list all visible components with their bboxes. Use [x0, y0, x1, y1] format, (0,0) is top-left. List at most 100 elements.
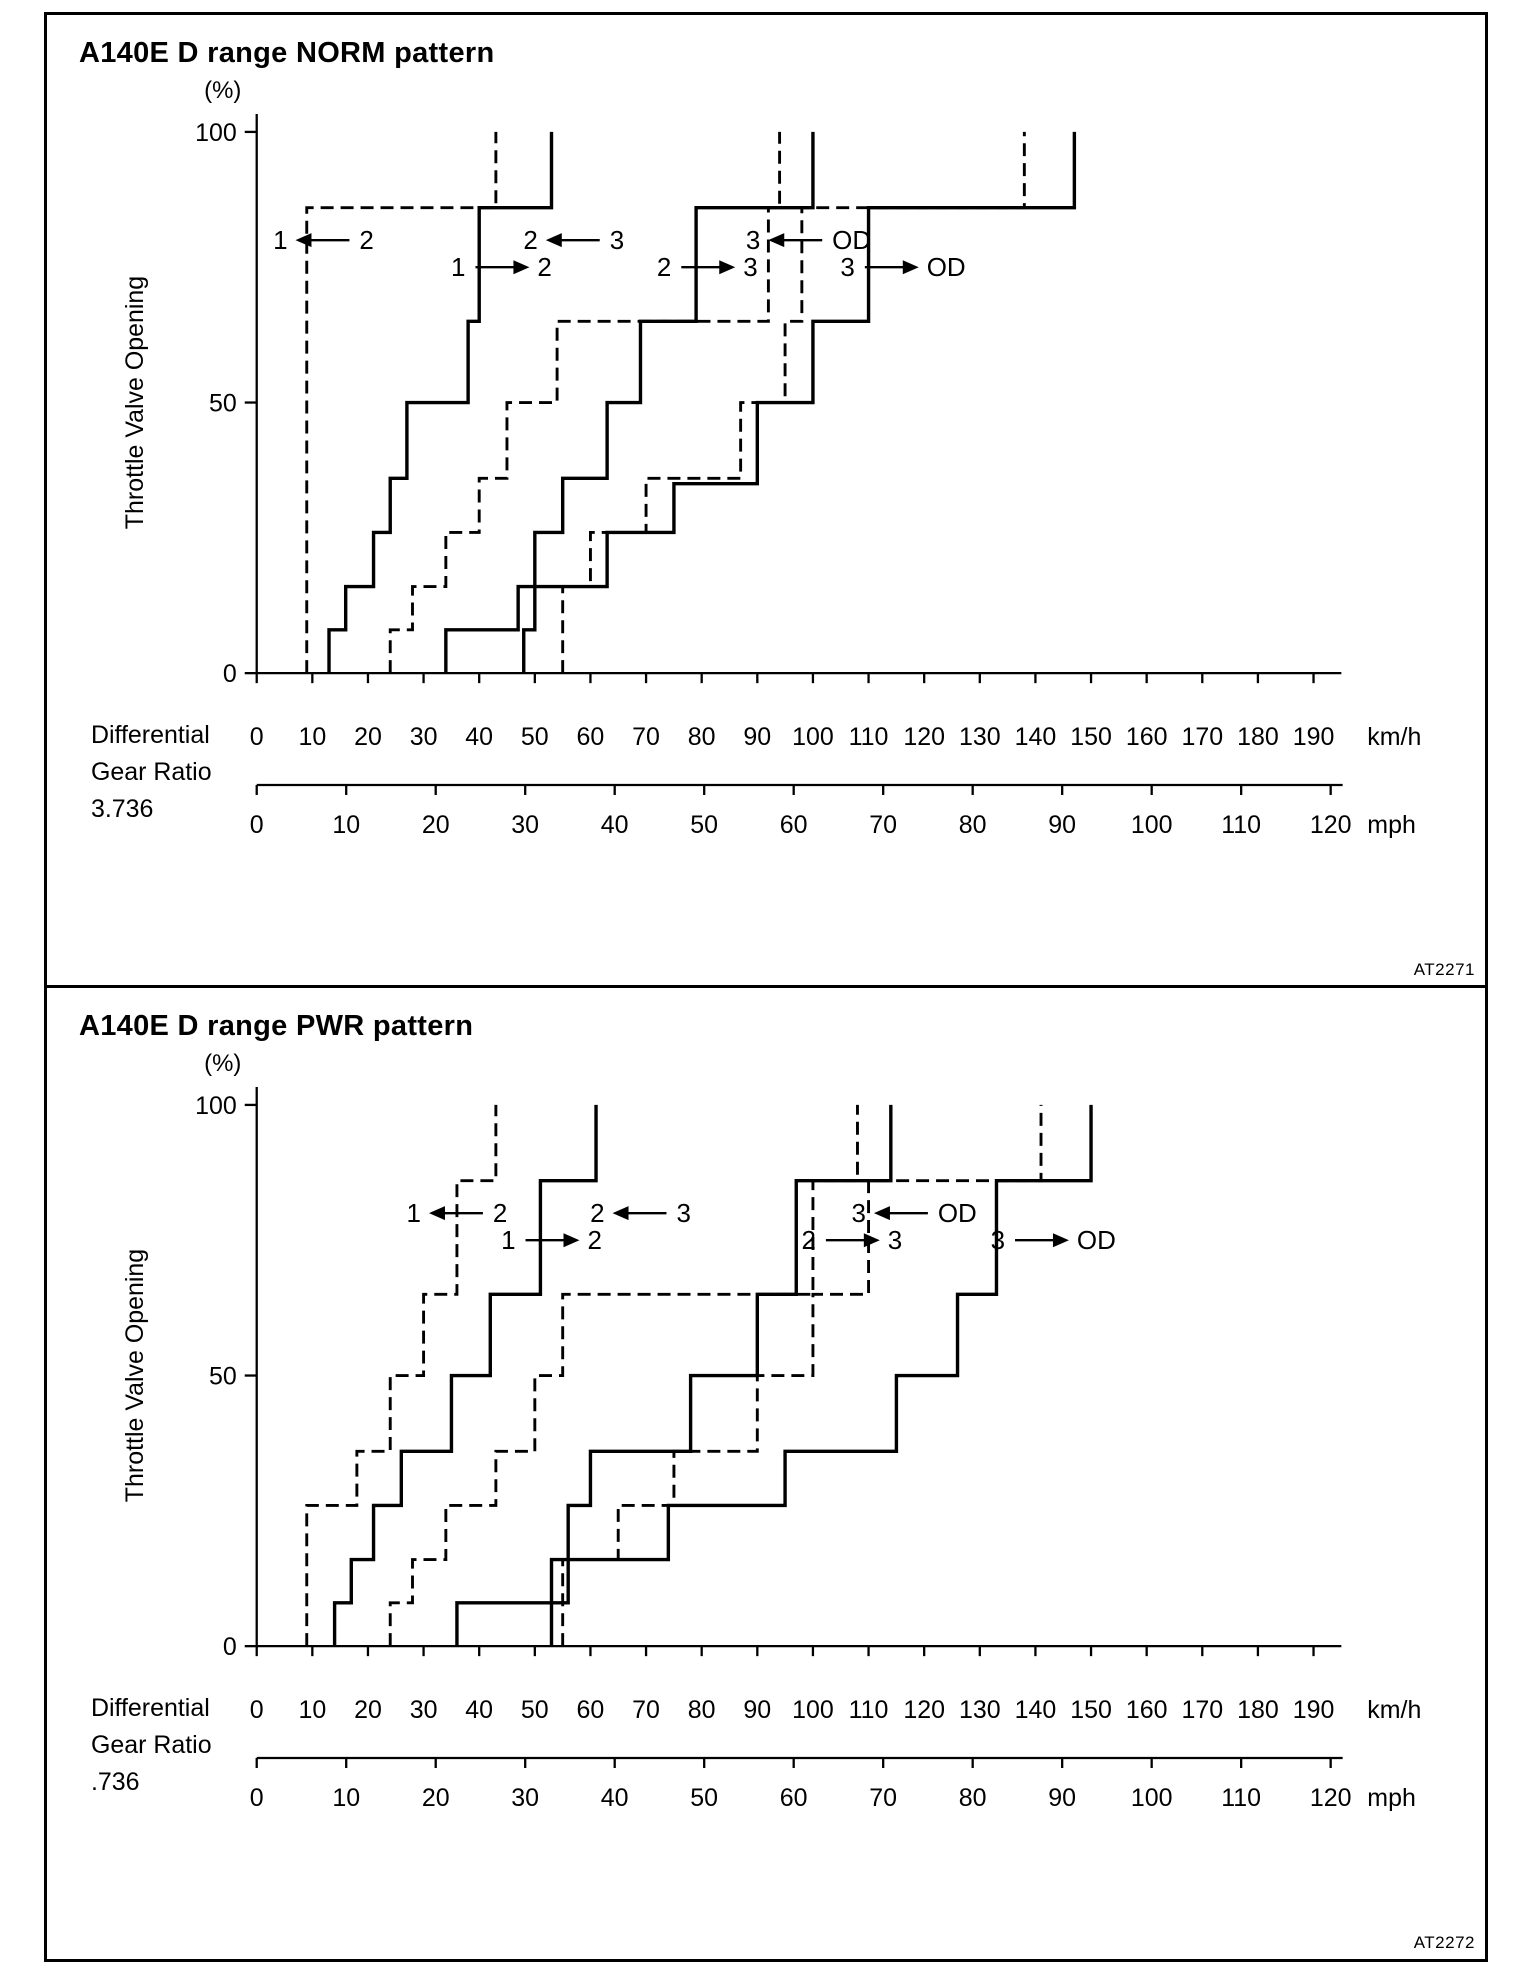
- annotation-right-text: OD: [832, 225, 871, 255]
- kmh-tick-label: 160: [1126, 1696, 1168, 1724]
- annotation-arrowhead-left-icon: [612, 1206, 629, 1221]
- mph-tick-label: 120: [1310, 1784, 1352, 1812]
- kmh-tick-label: 130: [959, 723, 1001, 751]
- norm-pattern-panel: A140E D range NORM pattern 0 50 100 (%) Thro…: [47, 15, 1485, 985]
- mph-tick-label: 80: [959, 811, 987, 839]
- annotation-arrowhead-right-icon: [863, 1233, 880, 1248]
- mph-tick-label: 10: [332, 811, 360, 839]
- kmh-tick-label: 170: [1181, 723, 1223, 751]
- chart-title-norm: A140E D range NORM pattern: [79, 37, 495, 69]
- kmh-tick-label: 110: [849, 723, 889, 751]
- kmh-tick-label: 140: [1015, 1696, 1057, 1724]
- annotation-left-text: 3: [746, 225, 760, 255]
- annotation-left-text: 1: [501, 1225, 515, 1255]
- series-downshift-3-2: [388, 1104, 859, 1647]
- mph-tick-label: 90: [1048, 1784, 1076, 1812]
- gear-ratio-caption-line: .736: [91, 1768, 140, 1796]
- kmh-tick-label: 100: [792, 1696, 834, 1724]
- annotation-arrowhead-left-icon: [428, 1206, 445, 1221]
- shift-annotation: 3 OD: [991, 1225, 1116, 1255]
- mph-tick-label: 0: [250, 1784, 264, 1812]
- gear-ratio-caption-line: Gear Ratio: [91, 758, 212, 786]
- shift-annotation: 3 OD: [852, 1198, 977, 1228]
- kmh-tick-label: 90: [743, 723, 771, 751]
- mph-tick-label: 110: [1221, 811, 1261, 839]
- annotation-right-text: 3: [676, 1198, 690, 1228]
- mph-tick-label: 40: [601, 1784, 629, 1812]
- kmh-tick-label: 20: [354, 723, 382, 751]
- kmh-tick-label: 60: [577, 1696, 605, 1724]
- series-upshift-2-3: [444, 131, 815, 674]
- annotation-right-text: 2: [493, 1198, 507, 1228]
- annotation-arrowhead-right-icon: [1052, 1233, 1069, 1248]
- kmh-tick-label: 60: [577, 723, 605, 751]
- mph-tick-label: 110: [1221, 1784, 1261, 1812]
- mph-unit-label: mph: [1367, 1784, 1416, 1812]
- figure-code-norm: AT2271: [1413, 960, 1475, 979]
- annotation-left-text: 2: [590, 1198, 604, 1228]
- annotation-arrowhead-right-icon: [719, 260, 736, 275]
- norm-shift-chart: 0 50 100 (%) Throttle Valve Opening 0 10 20 30 40…: [47, 72, 1485, 951]
- series-upshift-1-2: [332, 1104, 598, 1647]
- pwr-shift-chart: 0 50 100 (%) Throttle Valve Opening 0 10 20 30 40…: [47, 1045, 1485, 1924]
- annotation-arrowhead-left-icon: [545, 233, 562, 248]
- mph-tick-label: 30: [511, 811, 539, 839]
- annotation-left-text: 3: [852, 1198, 866, 1228]
- shift-annotation: 3 OD: [840, 252, 965, 282]
- mph-unit-label: mph: [1367, 811, 1416, 839]
- annotation-left-text: 2: [523, 225, 537, 255]
- mph-tick-label: 0: [250, 811, 264, 839]
- series-upshift-3-od: [522, 131, 1077, 674]
- kmh-unit-label: km/h: [1367, 1696, 1421, 1724]
- kmh-tick-label: 150: [1070, 723, 1112, 751]
- kmh-tick-label: 170: [1181, 1696, 1223, 1724]
- mph-tick-label: 100: [1131, 1784, 1173, 1812]
- y-tick-label: 100: [195, 119, 237, 147]
- annotation-right-text: OD: [927, 252, 966, 282]
- annotation-right-text: OD: [1077, 1225, 1116, 1255]
- annotation-left-text: 2: [801, 1225, 815, 1255]
- mph-tick-label: 50: [690, 1784, 718, 1812]
- mph-tick-label: 80: [959, 1784, 987, 1812]
- annotation-arrowhead-right-icon: [513, 260, 530, 275]
- mph-tick-label: 70: [869, 1784, 897, 1812]
- annotation-left-text: 2: [657, 252, 671, 282]
- gear-ratio-caption-line: Differential: [91, 721, 210, 749]
- series-upshift-2-3: [455, 1104, 893, 1647]
- kmh-tick-label: 30: [410, 723, 438, 751]
- annotation-right-text: 2: [537, 252, 551, 282]
- annotation-left-text: 3: [840, 252, 854, 282]
- gear-ratio-caption-line: Gear Ratio: [91, 1731, 212, 1759]
- kmh-tick-label: 180: [1237, 723, 1279, 751]
- series-upshift-1-2: [327, 131, 554, 674]
- kmh-tick-label: 40: [465, 723, 493, 751]
- mph-tick-label: 50: [690, 811, 718, 839]
- y-axis-title: Throttle Valve Opening: [121, 1249, 149, 1502]
- annotation-arrowhead-right-icon: [563, 1233, 580, 1248]
- kmh-tick-label: 80: [688, 723, 716, 751]
- y-tick-label: 50: [209, 390, 237, 418]
- kmh-tick-label: 130: [959, 1696, 1001, 1724]
- kmh-tick-label: 40: [465, 1696, 493, 1724]
- kmh-tick-label: 80: [688, 1696, 716, 1724]
- kmh-tick-label: 110: [849, 1696, 889, 1724]
- series-upshift-3-od: [549, 1104, 1093, 1647]
- kmh-unit-label: km/h: [1367, 723, 1421, 751]
- chart-title-pwr: A140E D range PWR pattern: [79, 1010, 474, 1042]
- kmh-tick-label: 90: [743, 1696, 771, 1724]
- mph-tick-label: 70: [869, 811, 897, 839]
- y-unit-label: (%): [204, 77, 241, 104]
- series-downshift-2-1: [305, 131, 498, 674]
- figure-code-pwr: AT2272: [1413, 1933, 1475, 1952]
- kmh-tick-label: 120: [903, 723, 945, 751]
- y-axis-title: Throttle Valve Opening: [121, 276, 149, 529]
- figure-frame: A140E D range NORM pattern 0 50 100 (%) Thro…: [44, 12, 1488, 1962]
